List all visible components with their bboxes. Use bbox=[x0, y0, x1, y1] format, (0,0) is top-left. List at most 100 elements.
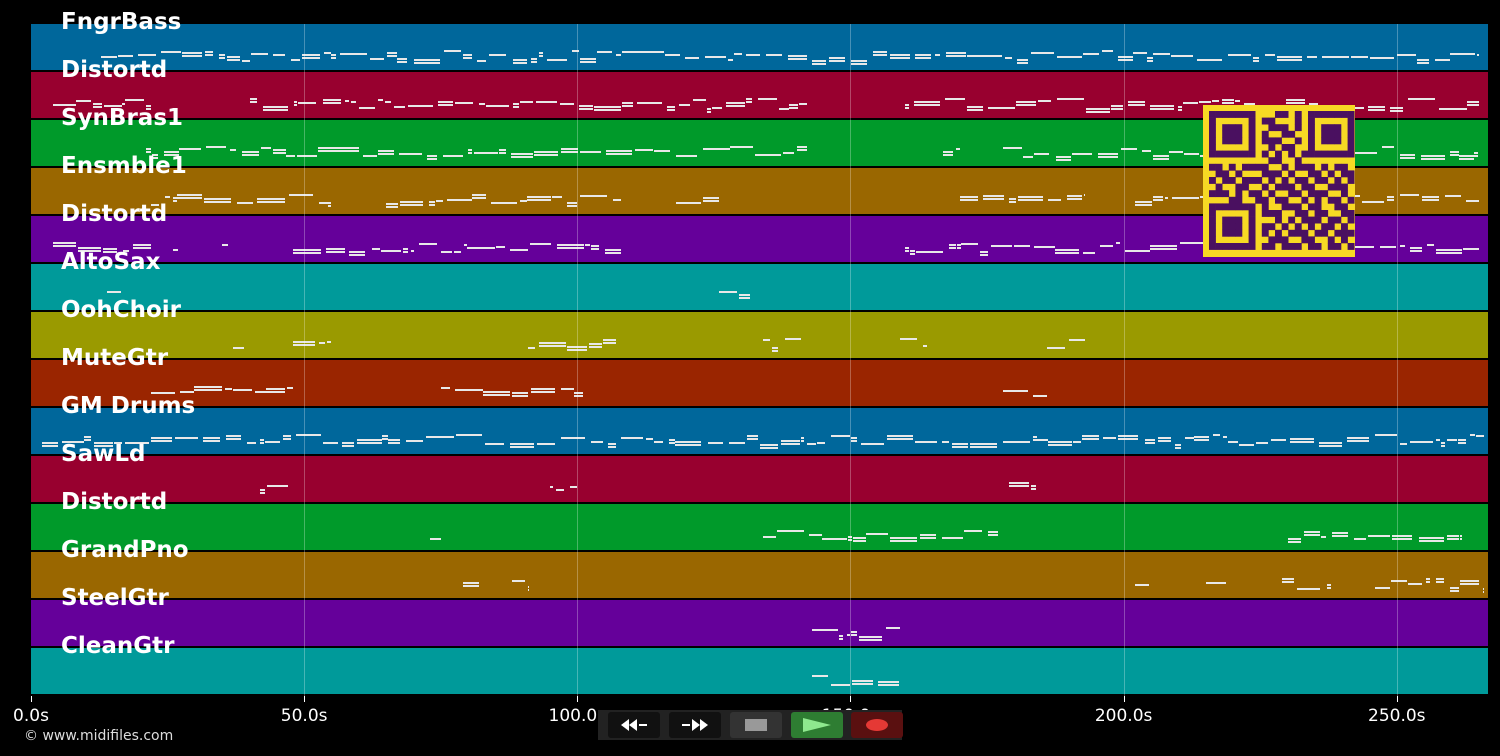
midi-note bbox=[956, 148, 960, 150]
midi-note bbox=[970, 446, 997, 448]
qr-module bbox=[1321, 163, 1329, 171]
midi-note bbox=[1426, 244, 1434, 246]
midi-note bbox=[579, 105, 594, 107]
midi-note bbox=[967, 109, 984, 111]
midi-note bbox=[249, 101, 257, 103]
midi-note bbox=[1152, 199, 1163, 201]
qr-module bbox=[1209, 137, 1216, 145]
midi-note bbox=[890, 54, 910, 56]
midi-note bbox=[1085, 108, 1110, 110]
stop-button[interactable] bbox=[730, 712, 782, 738]
midi-note bbox=[530, 391, 555, 393]
midi-note bbox=[1474, 152, 1478, 154]
midi-note bbox=[602, 342, 616, 344]
qr-module bbox=[1281, 111, 1289, 118]
midi-note bbox=[473, 152, 499, 154]
midi-note bbox=[591, 441, 604, 443]
midi-note bbox=[1265, 54, 1276, 56]
midi-note bbox=[426, 158, 437, 160]
midi-note bbox=[667, 109, 675, 111]
midi-note bbox=[1460, 538, 1463, 540]
midi-note bbox=[712, 107, 722, 109]
rewind-button[interactable] bbox=[608, 712, 660, 738]
midi-note bbox=[1318, 442, 1342, 444]
midi-note bbox=[260, 147, 272, 149]
midi-note bbox=[1447, 535, 1459, 537]
midi-note bbox=[537, 443, 556, 445]
midi-note bbox=[413, 62, 440, 64]
midi-note bbox=[1150, 108, 1174, 110]
midi-note bbox=[205, 51, 213, 53]
midi-note bbox=[763, 339, 771, 341]
midi-note bbox=[1307, 56, 1318, 58]
midi-note bbox=[846, 634, 851, 636]
midi-note bbox=[798, 103, 807, 105]
qr-module bbox=[1341, 236, 1348, 244]
midi-note bbox=[605, 252, 621, 254]
midi-note bbox=[202, 437, 220, 439]
midi-note bbox=[52, 242, 76, 244]
qr-module bbox=[1334, 137, 1342, 145]
midi-note bbox=[1436, 249, 1462, 251]
midi-note bbox=[887, 438, 914, 440]
midi-note bbox=[590, 245, 599, 247]
midi-note bbox=[952, 443, 968, 445]
play-button[interactable] bbox=[791, 712, 843, 738]
midi-note bbox=[328, 202, 332, 204]
midi-note bbox=[1350, 56, 1368, 58]
midi-note bbox=[561, 148, 579, 150]
fast-forward-button[interactable] bbox=[669, 712, 721, 738]
midi-note bbox=[241, 154, 259, 156]
midi-note bbox=[93, 442, 114, 444]
midi-note bbox=[257, 198, 285, 200]
tick-mark bbox=[31, 696, 32, 702]
midi-note bbox=[1409, 250, 1422, 252]
qr-module bbox=[1341, 170, 1348, 178]
midi-note bbox=[1016, 101, 1037, 103]
midi-note bbox=[1483, 588, 1485, 590]
midi-note bbox=[538, 345, 566, 347]
midi-note bbox=[339, 53, 367, 55]
midi-note bbox=[426, 155, 437, 157]
midi-note bbox=[1102, 437, 1116, 439]
qr-module bbox=[1321, 223, 1329, 231]
midi-note bbox=[1399, 194, 1420, 196]
midi-note bbox=[1081, 438, 1099, 440]
qr-module bbox=[1327, 150, 1335, 158]
qr-module bbox=[1334, 229, 1342, 237]
qr-module bbox=[1235, 243, 1243, 250]
midi-note bbox=[293, 249, 321, 251]
qr-module bbox=[1308, 124, 1315, 132]
midi-note bbox=[152, 154, 159, 156]
qr-module bbox=[1215, 150, 1223, 158]
midi-note bbox=[980, 251, 989, 253]
track-label: CleanGtr bbox=[61, 633, 175, 659]
qr-module bbox=[1314, 177, 1322, 184]
midi-note bbox=[1194, 436, 1209, 438]
midi-note bbox=[1282, 578, 1294, 580]
midi-note bbox=[759, 444, 779, 446]
qr-module bbox=[1308, 203, 1315, 211]
qr-code[interactable] bbox=[1203, 105, 1355, 257]
midi-note bbox=[738, 297, 751, 299]
midi-note bbox=[556, 244, 584, 246]
midi-note bbox=[839, 635, 844, 637]
qr-module bbox=[1308, 243, 1315, 250]
midi-note bbox=[745, 54, 760, 56]
qr-module bbox=[1341, 229, 1348, 237]
midi-note bbox=[1017, 199, 1044, 201]
midi-note bbox=[1017, 196, 1044, 198]
qr-module bbox=[1314, 111, 1322, 118]
record-button[interactable] bbox=[851, 712, 903, 738]
midi-note bbox=[455, 389, 483, 391]
midi-note bbox=[560, 388, 574, 390]
qr-module bbox=[1275, 111, 1282, 118]
midi-note bbox=[1318, 445, 1342, 447]
play-icon bbox=[803, 718, 831, 732]
midi-note bbox=[889, 537, 918, 539]
midi-note bbox=[765, 54, 782, 56]
qr-module bbox=[1222, 216, 1230, 224]
transport-controls bbox=[598, 710, 903, 740]
midi-note bbox=[1211, 100, 1219, 102]
track-label: GrandPno bbox=[61, 537, 189, 563]
